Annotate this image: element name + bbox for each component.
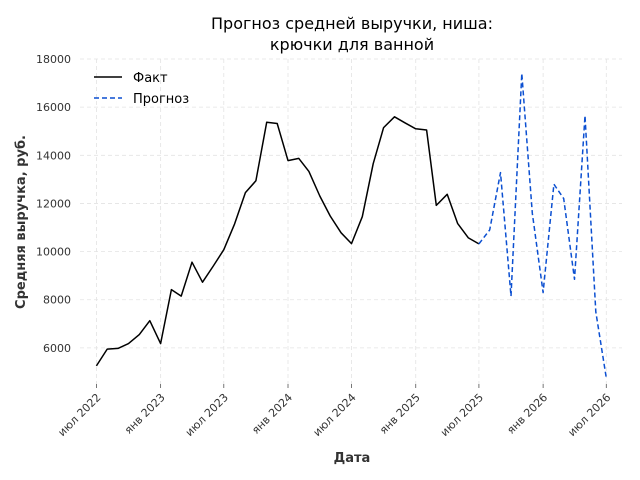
- plot-area: [95, 72, 608, 379]
- legend-label-fact: Факт: [133, 71, 168, 86]
- x-tick-label: июл 2022: [55, 391, 103, 439]
- x-tick-label: янв 2026: [504, 391, 550, 437]
- y-tick-label: 16000: [36, 101, 71, 114]
- legend: Факт Прогноз: [94, 71, 189, 107]
- x-tick-label: июл 2024: [311, 391, 359, 439]
- x-tick-label: янв 2025: [377, 391, 423, 437]
- x-axis-label: Дата: [334, 451, 371, 466]
- legend-label-forecast: Прогноз: [133, 92, 189, 107]
- x-tick-label: июл 2025: [438, 391, 486, 439]
- axis-ticks: 6000 8000 10000 12000 14000 16000 18000 июл 202…: [36, 53, 613, 439]
- y-tick-label: 6000: [43, 342, 71, 355]
- y-tick-label: 14000: [36, 149, 71, 162]
- x-tick-label: июл 2023: [183, 391, 231, 439]
- y-tick-label: 18000: [36, 53, 71, 66]
- x-tick-label: июл 2026: [565, 391, 613, 439]
- x-tick-label: янв 2023: [122, 391, 168, 437]
- series-line-fact: [95, 116, 480, 367]
- chart-title-line-2: крючки для ванной: [270, 35, 434, 54]
- chart-title-line-1: Прогноз средней выручки, ниша:: [211, 14, 493, 33]
- series-line-forecast: [478, 72, 608, 379]
- y-tick-label: 12000: [36, 197, 71, 210]
- y-axis-label: Средняя выручка, руб.: [14, 135, 29, 309]
- y-tick-label: 10000: [36, 246, 71, 259]
- grid: [80, 58, 622, 384]
- y-tick-label: 8000: [43, 294, 71, 307]
- x-tick-label: янв 2024: [249, 391, 295, 437]
